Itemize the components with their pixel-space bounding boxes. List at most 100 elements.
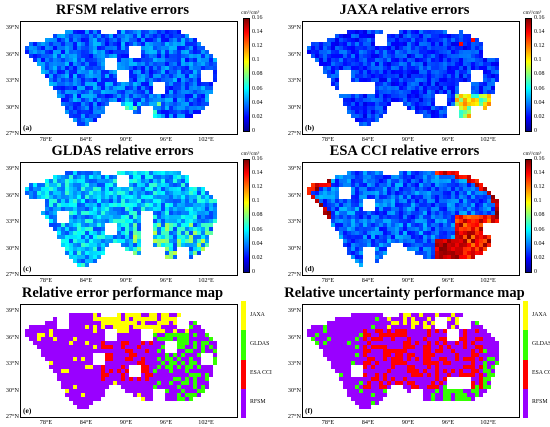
map-panel-f: Relative uncertainty performance map (f) 3… xyxy=(282,285,550,426)
map-frame: (a) xyxy=(20,21,238,135)
category-swatch xyxy=(241,388,246,418)
panel-title: RFSM relative errors xyxy=(55,2,190,18)
colorbar-tick-label: 0.06 xyxy=(252,85,263,92)
map-panel-d: ESA CCI relative errors (d) 39°N 36°N 33°N 30… xyxy=(282,143,550,284)
colorbar-unit: cm³/cm³ xyxy=(241,10,260,16)
category-label: RFSM xyxy=(250,399,266,406)
colorbar-tick-label: 0.06 xyxy=(252,226,263,233)
lat-tick-label: 27°N xyxy=(5,130,19,137)
colorbar-tick-label: 0 xyxy=(534,268,537,275)
category-swatch xyxy=(241,301,246,331)
lat-tick-label: 30°N xyxy=(287,244,301,252)
panel-title: JAXA relative errors xyxy=(339,2,470,18)
panel-label: (b) xyxy=(305,123,315,132)
lon-tick-label: 90°E xyxy=(119,136,133,143)
lat-tick-label: 30°N xyxy=(5,386,19,394)
lat-tick-label: 39°N xyxy=(5,307,19,314)
lat-tick-label: 27°N xyxy=(287,413,301,420)
panel-title: ESA CCI relative errors xyxy=(329,143,480,159)
lat-tick-label: 36°N xyxy=(5,191,19,199)
colorbar-tick-label: 0.06 xyxy=(534,226,545,233)
colorbar-tick-label: 0.02 xyxy=(252,254,263,261)
colorbar-unit: cm³/cm³ xyxy=(523,10,542,16)
colorbar-tick-label: 0.12 xyxy=(534,184,545,191)
colorbar xyxy=(243,159,250,273)
lon-tick-label: 90°E xyxy=(119,419,133,426)
raster-map xyxy=(307,171,499,267)
colorbar xyxy=(525,159,532,273)
panel-title: Relative uncertainty performance map xyxy=(284,285,525,301)
category-label: JAXA xyxy=(250,311,265,318)
colorbar-unit: cm³/cm³ xyxy=(241,151,260,157)
panel-label: (f) xyxy=(305,406,313,415)
lat-tick-label: 39°N xyxy=(5,24,19,31)
lon-tick-label: 96°E xyxy=(159,277,173,284)
colorbar-tick-label: 0.12 xyxy=(252,43,263,50)
lon-tick-label: 96°E xyxy=(159,136,173,143)
category-swatch xyxy=(523,301,528,331)
lon-tick-label: 102°E xyxy=(480,277,496,284)
colorbar-tick-label: 0.16 xyxy=(534,156,545,162)
colorbar-tick-label: 0.08 xyxy=(534,212,545,219)
panel-label: (c) xyxy=(23,264,32,273)
lat-tick-label: 27°N xyxy=(5,413,19,420)
lon-tick-label: 84°E xyxy=(79,277,93,284)
category-swatch xyxy=(523,359,528,389)
map-panel-b: JAXA relative errors (b) 39°N 36°N 33°N 30°N 2… xyxy=(282,2,550,143)
colorbar-tick-label: 0.02 xyxy=(252,113,263,120)
raster-map xyxy=(25,30,217,126)
colorbar-tick-label: 0.16 xyxy=(252,156,263,162)
lon-tick-label: 102°E xyxy=(480,419,496,426)
panel-label: (e) xyxy=(23,406,32,415)
colorbar-tick-label: 0.08 xyxy=(534,71,545,78)
lon-tick-label: 78°E xyxy=(39,136,53,143)
lat-tick-label: 30°N xyxy=(5,103,19,111)
lat-tick-label: 36°N xyxy=(5,50,19,58)
category-swatch xyxy=(241,359,246,389)
colorbar-tick-label: 0.04 xyxy=(252,99,263,106)
lat-tick-label: 33°N xyxy=(5,218,19,225)
map-panel-a: RFSM relative errors (a) 39°N 36°N 33°N 30°N 2… xyxy=(0,2,270,143)
category-colorbar xyxy=(241,301,246,418)
lon-tick-label: 102°E xyxy=(198,277,214,284)
panel-label: (d) xyxy=(305,264,315,273)
map-frame: (c) xyxy=(20,162,238,276)
colorbar-tick-label: 0.04 xyxy=(534,99,545,106)
map-frame: (e) xyxy=(20,304,238,418)
lon-tick-label: 96°E xyxy=(441,136,455,143)
lat-tick-label: 27°N xyxy=(287,271,301,278)
lat-tick-label: 33°N xyxy=(287,77,301,84)
lat-tick-label: 39°N xyxy=(287,165,301,172)
lon-tick-label: 84°E xyxy=(79,136,93,143)
lat-tick-label: 39°N xyxy=(287,24,301,31)
colorbar-tick-label: 0.1 xyxy=(534,198,542,205)
lat-tick-label: 33°N xyxy=(5,77,19,84)
lat-tick-label: 36°N xyxy=(287,191,301,199)
lon-tick-label: 84°E xyxy=(79,419,93,426)
colorbar-tick-label: 0.02 xyxy=(534,113,545,120)
lon-tick-label: 78°E xyxy=(321,419,335,426)
map-panel-e: Relative error performance map (e) 39°N 36°… xyxy=(0,285,272,426)
raster-map xyxy=(307,313,499,409)
colorbar-tick-label: 0.04 xyxy=(534,240,545,247)
map-frame: (d) xyxy=(302,162,520,276)
lat-tick-label: 33°N xyxy=(5,360,19,367)
category-label: GLDAS xyxy=(532,340,550,347)
colorbar xyxy=(243,18,250,132)
panel-label: (a) xyxy=(23,123,32,132)
category-swatch xyxy=(523,388,528,418)
colorbar-tick-label: 0.02 xyxy=(534,254,545,261)
map-frame: (f) xyxy=(302,304,520,418)
colorbar-tick-label: 0.14 xyxy=(534,29,545,36)
raster-map xyxy=(25,313,217,409)
colorbar-tick-label: 0.08 xyxy=(252,212,263,219)
colorbar-unit: cm³/cm³ xyxy=(523,151,542,157)
lon-tick-label: 84°E xyxy=(361,277,375,284)
lon-tick-label: 102°E xyxy=(198,136,214,143)
lat-tick-label: 36°N xyxy=(287,50,301,58)
lon-tick-label: 78°E xyxy=(39,419,53,426)
lat-tick-label: 27°N xyxy=(287,130,301,137)
lat-tick-label: 39°N xyxy=(287,307,301,314)
lon-tick-label: 78°E xyxy=(39,277,53,284)
category-label: ESA CCI xyxy=(532,370,550,377)
